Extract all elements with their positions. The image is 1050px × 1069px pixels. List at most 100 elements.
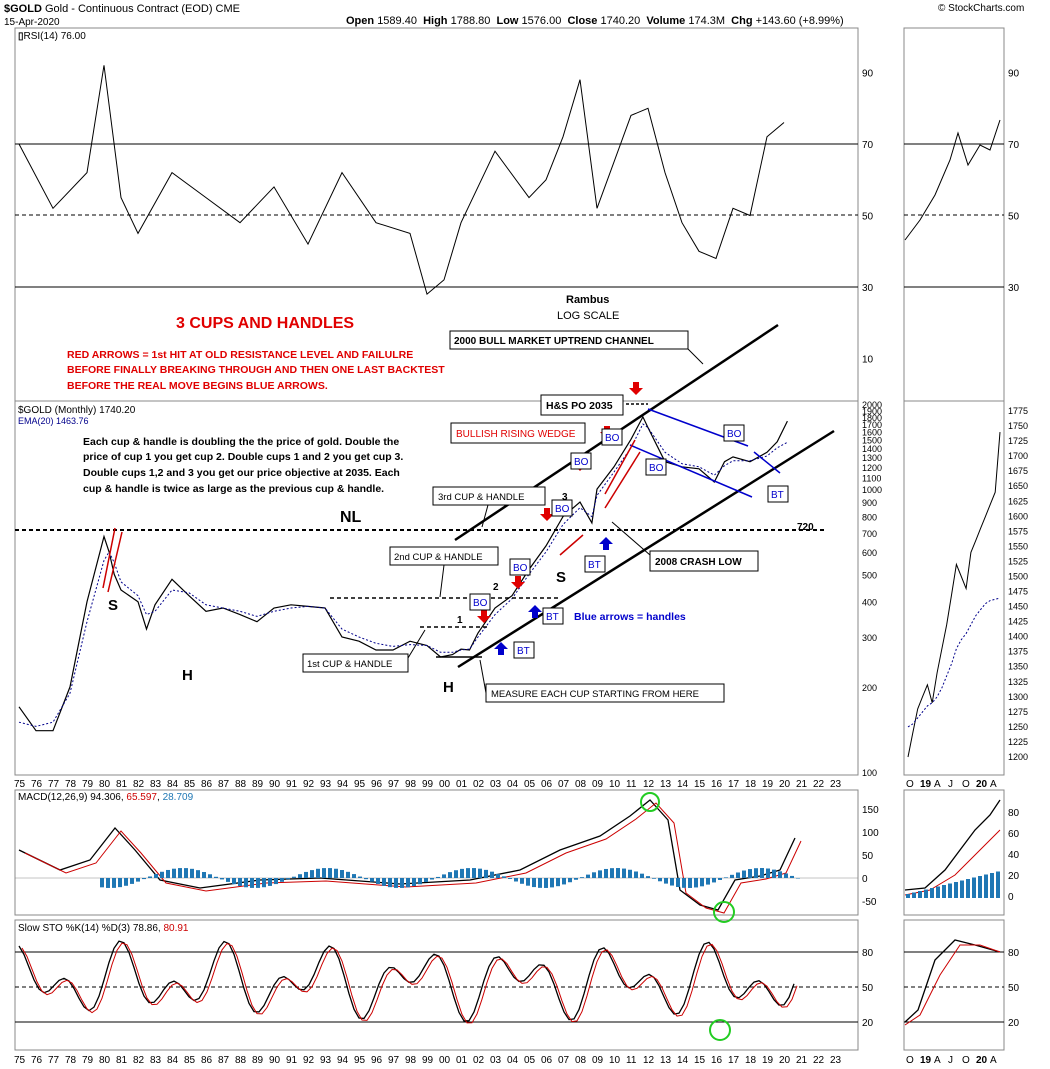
- price-tick-label: 100: [862, 768, 877, 778]
- macd-hist-bar: [652, 878, 656, 879]
- mini-macd-tick: 60: [1008, 829, 1020, 840]
- macd-hist-bar: [766, 868, 770, 878]
- rsi-label: ▯RSI(14) 76.00: [18, 31, 86, 42]
- rsi-tick-label: 90: [862, 69, 874, 80]
- blue-channel-bottom: [629, 444, 753, 498]
- svg-text:3rd CUP & HANDLE: 3rd CUP & HANDLE: [438, 492, 524, 503]
- x-tick-label-top: 01: [456, 779, 468, 790]
- macd-hist-bar: [664, 878, 668, 884]
- macd-hist-bar: [730, 874, 734, 878]
- price-tick-label: 1100: [862, 473, 881, 483]
- mini-price-tick: 1325: [1008, 677, 1028, 687]
- x-tick-label-top: 07: [558, 779, 570, 790]
- x-tick-label-bottom: 91: [286, 1055, 298, 1066]
- macd-hist-bar: [472, 868, 476, 878]
- x-tick-label-top: 19: [762, 779, 774, 790]
- macd-hist-bar: [466, 868, 470, 878]
- x-tick-label-bottom: 80: [99, 1055, 111, 1066]
- x-tick-label-top: 11: [626, 779, 637, 790]
- x-tick-label-top: 95: [354, 779, 366, 790]
- macd-hist-bar: [154, 873, 158, 878]
- x-tick-label-top: 93: [320, 779, 332, 790]
- macd-hist-bar: [304, 871, 308, 878]
- sto-label: Slow STO %K(14) %D(3) 78.86, 80.91: [18, 923, 189, 934]
- macd-hist-bar: [322, 868, 326, 878]
- macd-hist-bar: [604, 868, 608, 878]
- macd-hist-bar: [412, 878, 416, 887]
- macd-hist-bar: [382, 878, 386, 886]
- macd-hist-bar: [292, 876, 296, 878]
- macd-hist-bar: [658, 878, 662, 882]
- mini-price-tick: 1350: [1008, 662, 1028, 672]
- bt-box: [767, 485, 789, 503]
- macd-hist-bar: [454, 870, 458, 878]
- mini-macd-line: [904, 799, 1001, 891]
- macd-hist-bar: [670, 878, 674, 886]
- x-tick-label-bottom: 95: [354, 1055, 366, 1066]
- macd-hist-bar: [148, 876, 152, 878]
- mini-rsi-tick: 90: [1008, 69, 1020, 80]
- x-tick-label-bottom: 92: [303, 1055, 315, 1066]
- bt-box-text: BT: [771, 490, 784, 501]
- macd-hist-bar: [418, 878, 422, 885]
- x-tick-label-bottom: 96: [371, 1055, 383, 1066]
- macd-hist-bar: [226, 878, 230, 882]
- rambus-label: Rambus: [566, 294, 609, 306]
- macd-hist-bar: [562, 878, 566, 885]
- mini-x-tick-bottom: 19: [920, 1055, 932, 1066]
- mini-x-tick-bottom: O: [906, 1055, 914, 1066]
- macd-hist-bar: [262, 878, 266, 888]
- red-note-3: BEFORE THE REAL MOVE BEGINS BLUE ARROWS.: [67, 380, 328, 392]
- price-tick-label: 1800: [862, 413, 882, 423]
- mini-x-tick-top: A: [934, 779, 941, 790]
- sto-d-line: [21, 942, 798, 1024]
- chg-label: Chg: [731, 15, 753, 27]
- x-tick-label-top: 94: [337, 779, 349, 790]
- macd-tick-label: -50: [862, 897, 877, 908]
- mini-macd-bar: [978, 876, 982, 898]
- macd-hist-bar: [502, 876, 506, 878]
- bo-box: [469, 593, 491, 611]
- measure-callout: MEASURE EACH CUP STARTING FROM HERE: [479, 659, 725, 703]
- macd-hist-bar: [364, 878, 368, 880]
- x-tick-label-bottom: 06: [541, 1055, 553, 1066]
- macd-hist-bar: [244, 878, 248, 888]
- macd-hist-bar: [544, 878, 548, 888]
- s-left-label: S: [108, 597, 118, 614]
- macd-hist-bar: [310, 870, 314, 878]
- price-tick-label: 1400: [862, 444, 882, 454]
- price-tick-label: 1600: [862, 427, 882, 437]
- x-tick-label-top: 80: [99, 779, 111, 790]
- high-value: 1788.80: [450, 15, 491, 27]
- macd-hist-bar: [190, 868, 194, 878]
- macd-tick-label: 50: [862, 851, 874, 862]
- quote-bar: Open 1589.40 High 1788.80 Low 1576.00 Cl…: [346, 15, 844, 27]
- macd-hist-bar: [202, 872, 206, 878]
- mini-price-tick: 1300: [1008, 692, 1028, 702]
- price-tick-label: 1900: [862, 406, 882, 416]
- mini-price-tick: 1275: [1008, 707, 1028, 717]
- mini-x-tick-top: O: [906, 779, 914, 790]
- price-tick-label: 800: [862, 513, 877, 523]
- mini-x-tick-bottom: 20: [976, 1055, 988, 1066]
- macd-layer: 150 100 50 0 -50: [15, 799, 879, 914]
- macd-hist-bar: [400, 878, 404, 888]
- x-tick-label-top: 91: [286, 779, 298, 790]
- x-tick-label-bottom: 90: [269, 1055, 281, 1066]
- mini-price-tick: 1500: [1008, 571, 1028, 581]
- x-tick-label-top: 78: [65, 779, 77, 790]
- blue-arrow-3: [599, 537, 613, 550]
- bt-box: [542, 607, 564, 625]
- macd-hist-bar: [520, 878, 524, 884]
- x-tick-label-bottom: 07: [558, 1055, 570, 1066]
- macd-hist-bar: [274, 878, 278, 885]
- macd-hist-bar: [778, 871, 782, 878]
- mini-price-tick: 1475: [1008, 587, 1028, 597]
- macd-hist-bar: [634, 871, 638, 878]
- x-tick-label-top: 14: [677, 779, 689, 790]
- macd-hist-bar: [568, 878, 572, 883]
- wedge-bottom: [604, 451, 641, 509]
- x-tick-label-top: 18: [745, 779, 757, 790]
- x-tick-label-bottom: 21: [796, 1055, 808, 1066]
- log-scale-label: LOG SCALE: [557, 310, 619, 322]
